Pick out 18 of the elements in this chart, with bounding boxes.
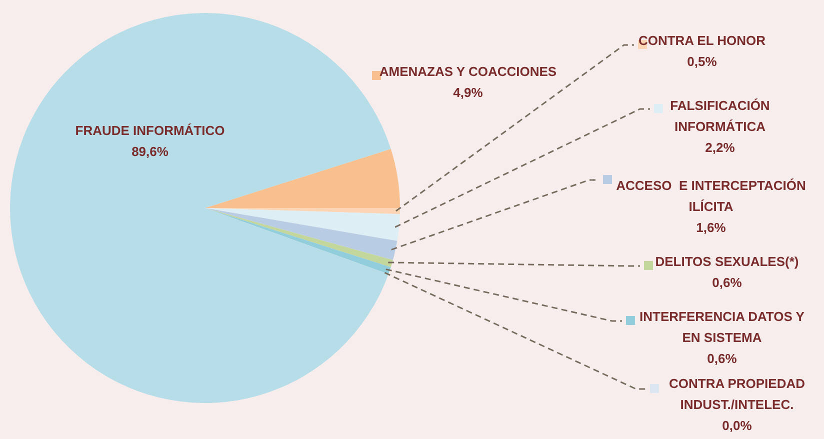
data-label: 4,9%: [453, 85, 484, 100]
data-label: 89,6%: [132, 144, 169, 159]
data-label: 0,6%: [712, 275, 742, 290]
legend-label: DELITOS SEXUALES(*): [655, 254, 799, 269]
data-label: 1,6%: [696, 220, 726, 235]
slice-label: FRAUDE INFORMÁTICO: [75, 123, 225, 138]
legend-label: CONTRA PROPIEDAD INDUST./INTELEC.: [668, 376, 806, 412]
legend-label: INTERFERENCIA DATOS Y EN SISTEMA: [640, 309, 805, 345]
data-label: 0,5%: [687, 54, 718, 69]
slice-label: CONTRA EL HONOR: [638, 33, 766, 48]
text: 0,0%: [722, 418, 752, 433]
data-label: 2,2%: [705, 140, 736, 155]
legend-label: FALSIFICACIÓN INFORMÁTICA: [670, 98, 770, 134]
pie-slice: [205, 208, 400, 241]
legend-label: AMENAZAS Y COACCIONES: [379, 64, 557, 79]
legend-label: ACCESO E INTERCEPTACIÓN ILÍCITA: [616, 178, 806, 214]
pie-slice: [205, 148, 400, 208]
data-label: 0,6%: [707, 351, 738, 366]
